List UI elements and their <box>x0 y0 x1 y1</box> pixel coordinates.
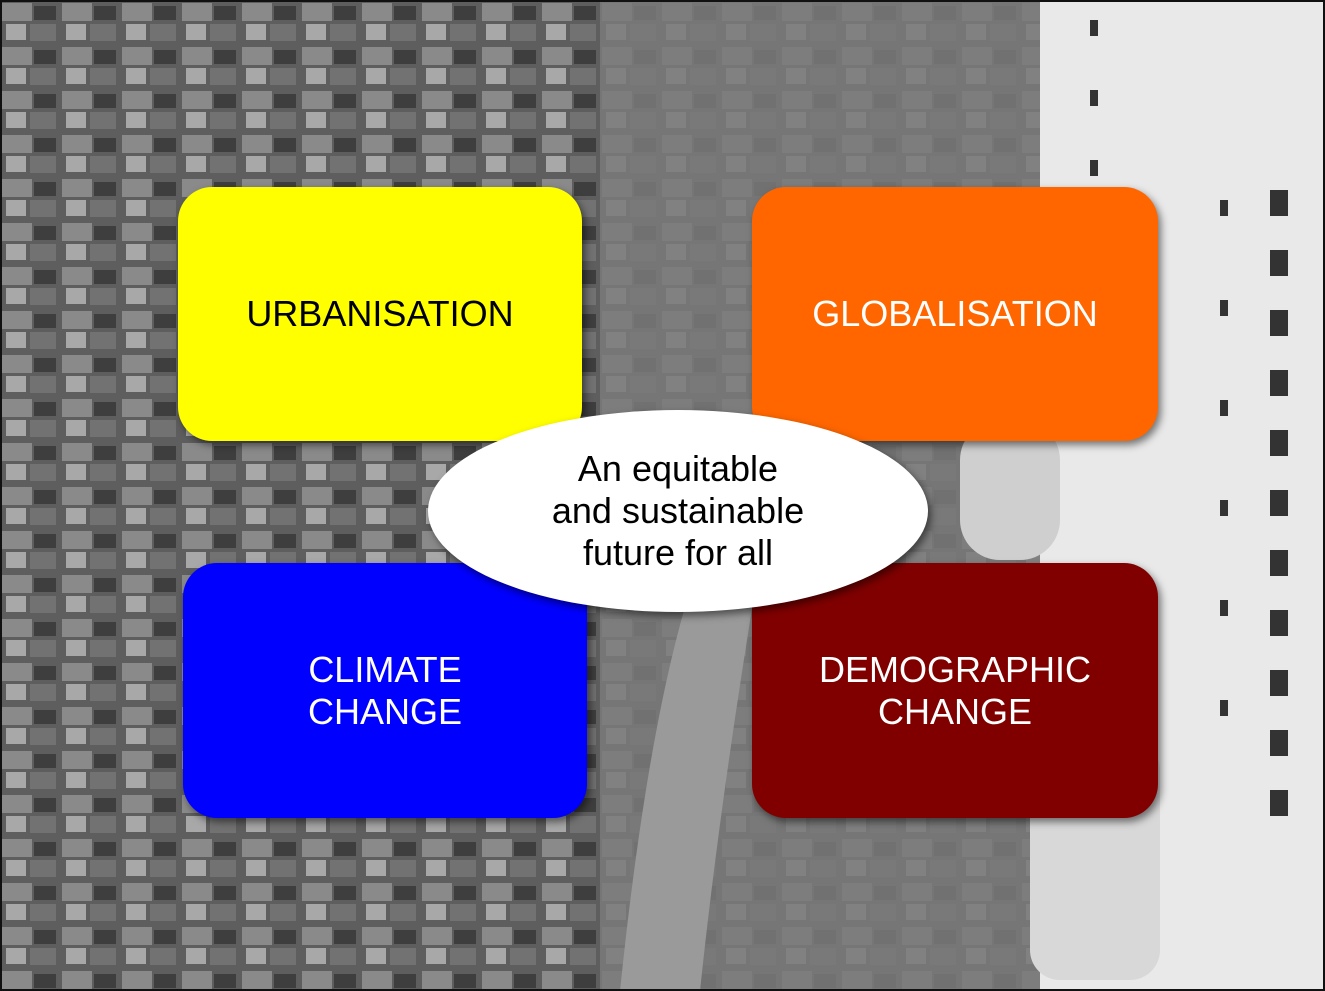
center-label: An equitable <box>578 448 778 490</box>
slide: URBANISATION GLOBALISATION CLIMATE CHANG… <box>0 0 1325 991</box>
balcony <box>960 420 1060 560</box>
node-label: CHANGE <box>308 691 462 733</box>
node-globalisation: GLOBALISATION <box>752 187 1158 441</box>
node-climate-change: CLIMATE CHANGE <box>183 563 587 818</box>
center-label: future for all <box>583 532 773 574</box>
center-ellipse: An equitable and sustainable future for … <box>428 410 928 612</box>
node-label: CLIMATE <box>308 649 461 691</box>
node-demographic-change: DEMOGRAPHIC CHANGE <box>752 563 1158 818</box>
page: URBANISATION GLOBALISATION CLIMATE CHANG… <box>0 0 1325 991</box>
node-label: GLOBALISATION <box>812 293 1097 335</box>
node-label: CHANGE <box>878 691 1032 733</box>
node-label: DEMOGRAPHIC <box>819 649 1091 691</box>
node-urbanisation: URBANISATION <box>178 187 582 441</box>
center-label: and sustainable <box>552 490 804 532</box>
node-label: URBANISATION <box>246 293 513 335</box>
